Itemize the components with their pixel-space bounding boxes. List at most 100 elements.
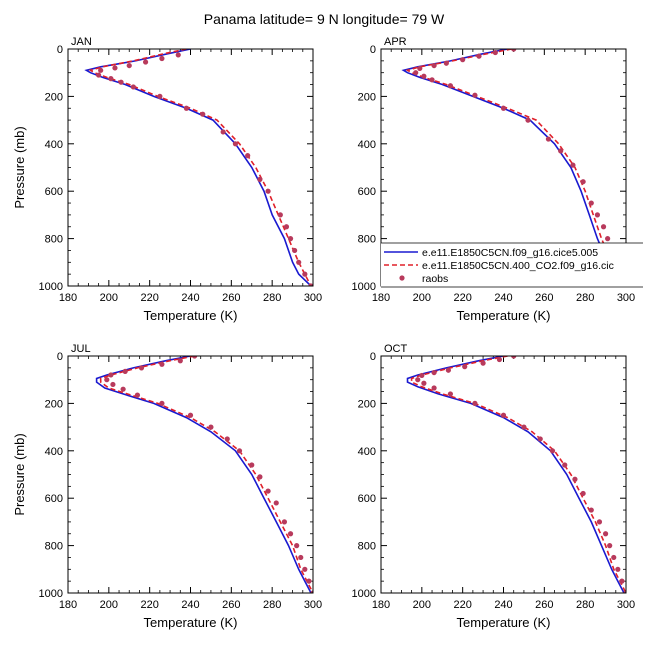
raobs-point <box>607 543 613 549</box>
raobs-point <box>224 436 230 442</box>
x-tick-label: 240 <box>181 292 199 304</box>
plot-area <box>84 49 313 286</box>
raobs-point <box>208 424 214 430</box>
raobs-point <box>108 372 114 378</box>
raobs-point <box>310 590 313 593</box>
y-tick-label: 600 <box>45 493 63 505</box>
raobs-point <box>431 385 437 391</box>
raobs-point <box>138 365 145 371</box>
legend: e.e11.E1850C5CN.f09_g16.cice5.005e.e11.E… <box>381 242 643 288</box>
raobs-point <box>615 566 621 572</box>
plot-area <box>95 356 313 593</box>
raobs-point <box>108 76 114 82</box>
y-tick-label: 600 <box>45 186 63 198</box>
raobs-point <box>537 436 543 442</box>
raobs-point <box>245 153 251 159</box>
raobs-point <box>525 117 531 123</box>
x-tick-label: 180 <box>372 292 390 304</box>
x-tick-label: 200 <box>413 599 431 611</box>
plot-area <box>406 356 626 593</box>
raobs-point <box>605 236 611 242</box>
y-tick-label: 400 <box>358 139 376 151</box>
legend-label: raobs <box>422 273 448 285</box>
raobs-point <box>572 476 578 482</box>
x-tick-label: 280 <box>263 292 281 304</box>
raobs-point <box>447 391 454 397</box>
y-tick-label: 400 <box>45 139 63 151</box>
raobs-point <box>421 73 427 79</box>
raobs-point <box>413 70 419 76</box>
x-tick-label: 260 <box>535 599 553 611</box>
raobs-point <box>472 400 478 406</box>
raobs-point <box>187 412 194 418</box>
series-line-model1 <box>95 356 312 593</box>
raobs-point <box>570 162 576 168</box>
raobs-point <box>521 424 527 430</box>
raobs-point <box>511 356 517 359</box>
y-tick-label: 400 <box>45 446 63 458</box>
y-tick-label: 1000 <box>39 281 63 293</box>
y-tick-label: 0 <box>370 44 376 56</box>
raobs-point <box>298 554 304 561</box>
raobs-point <box>98 67 104 73</box>
raobs-point <box>558 148 564 154</box>
raobs-point <box>619 578 625 584</box>
raobs-point <box>580 490 586 497</box>
x-tick-label: 200 <box>100 292 118 304</box>
raobs-point <box>302 271 308 277</box>
raobs-point <box>419 372 425 379</box>
y-tick-label: 1000 <box>352 281 376 293</box>
raobs-point <box>462 364 468 370</box>
raobs-point <box>157 93 163 99</box>
raobs-point <box>110 381 116 388</box>
raobs-point <box>480 360 486 366</box>
y-tick-label: 800 <box>45 541 63 553</box>
panel-label: OCT <box>384 343 408 355</box>
raobs-point <box>431 62 437 69</box>
raobs-point <box>249 462 255 468</box>
raobs-point <box>287 236 294 242</box>
raobs-point <box>126 62 132 69</box>
raobs-point <box>500 105 507 111</box>
raobs-point <box>594 212 601 218</box>
panel-label: JAN <box>71 36 92 48</box>
plot-frame <box>67 355 314 594</box>
y-tick-label: 200 <box>358 398 376 410</box>
y-tick-label: 800 <box>358 234 376 246</box>
plot-frame <box>67 48 314 287</box>
raobs-point <box>257 474 263 480</box>
raobs-point <box>460 57 466 63</box>
raobs-point <box>142 59 149 65</box>
legend-label: e.e11.E1850C5CN.f09_g16.cice5.005 <box>422 247 598 259</box>
panel-jan: JAN 180 200 220 240 260 280 300 0 200 400 600 800 100… <box>12 36 322 323</box>
y-tick-label: 400 <box>358 446 376 458</box>
x-tick-label: 180 <box>372 599 390 611</box>
raobs-point <box>130 84 136 90</box>
raobs-point <box>159 400 165 406</box>
raobs-point <box>429 77 435 83</box>
raobs-point <box>492 49 498 56</box>
y-tick-label: 800 <box>45 234 63 246</box>
raobs-point <box>545 136 552 142</box>
legend-label: e.e11.E1850C5CN.400_CO2.f09_g16.cic <box>422 260 614 272</box>
x-axis-label: Temperature (K) <box>144 308 238 323</box>
raobs-point <box>417 65 423 72</box>
raobs-point <box>580 179 586 185</box>
y-tick-label: 0 <box>57 44 63 56</box>
raobs-point <box>281 519 288 525</box>
x-tick-label: 220 <box>140 599 158 611</box>
x-axis-label: Temperature (K) <box>457 615 551 630</box>
x-tick-label: 180 <box>59 292 77 304</box>
x-tick-label: 240 <box>494 599 512 611</box>
raobs-point <box>292 247 298 254</box>
raobs-point <box>602 531 609 537</box>
raobs-point <box>294 543 300 549</box>
x-tick-label: 200 <box>100 599 118 611</box>
panel-oct: OCT 180 200 220 240 260 280 300 0 200 400 600 800 100… <box>352 343 636 630</box>
x-tick-label: 220 <box>453 292 471 304</box>
raobs-point <box>277 212 283 218</box>
raobs-point <box>112 65 118 71</box>
raobs-point <box>611 554 617 561</box>
y-tick-label: 200 <box>358 91 376 103</box>
